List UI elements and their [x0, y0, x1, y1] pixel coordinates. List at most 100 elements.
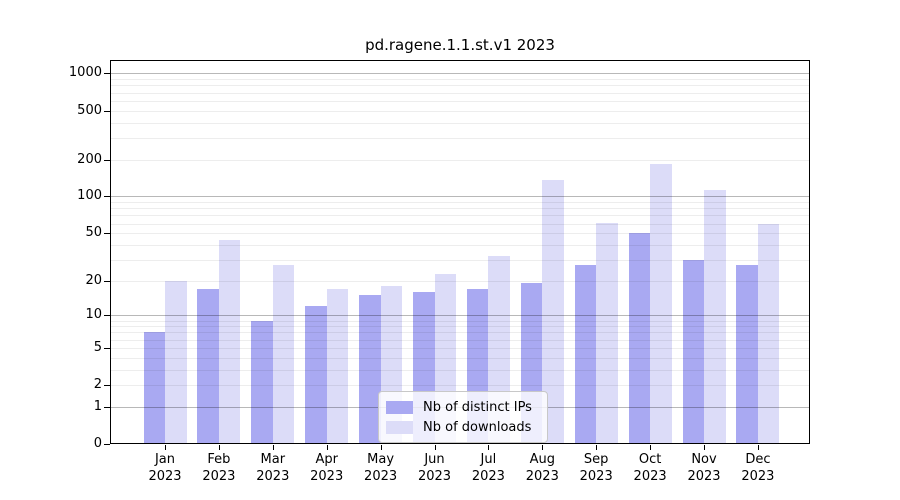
x-tick-year: 2023	[364, 469, 398, 484]
grid-minor-30	[110, 259, 810, 261]
y-tick-5	[104, 347, 110, 349]
grid-minor-40	[110, 244, 810, 246]
x-tick-4	[380, 445, 382, 450]
grid-minor-80	[110, 208, 810, 210]
y-tick-label-5: 5	[93, 339, 102, 355]
legend-swatch-distinct-ips	[386, 400, 413, 414]
legend-label-downloads: Nb of downloads	[423, 419, 532, 435]
x-tick-month: Mar	[260, 452, 286, 467]
x-tick-month: Nov	[691, 452, 717, 467]
x-tick-label-oct: Oct 2023	[619, 451, 681, 485]
y-tick-1	[104, 406, 110, 408]
grid-major-100	[110, 196, 810, 198]
bar-ips-oct-2023	[628, 233, 651, 444]
x-tick-11	[757, 445, 759, 450]
x-tick-year: 2023	[148, 469, 182, 484]
grid-minor-700	[110, 92, 810, 94]
x-tick-month: Dec	[745, 452, 771, 467]
bar-ips-nov-2023	[682, 259, 704, 444]
x-tick-year: 2023	[579, 469, 613, 484]
y-tick-1000	[104, 73, 110, 75]
legend-label-distinct-ips: Nb of distinct IPs	[423, 399, 532, 415]
y-tick-label-1: 1	[93, 398, 102, 414]
bar-downloads-aug-2023	[542, 179, 564, 444]
grid-minor-7	[110, 332, 810, 334]
y-tick-label-50: 50	[85, 225, 102, 241]
x-tick-8	[596, 445, 598, 450]
x-tick-label-may: May 2023	[350, 451, 412, 485]
x-tick-1	[218, 445, 220, 450]
x-tick-9	[650, 445, 652, 450]
x-tick-year: 2023	[525, 469, 559, 484]
bar-ips-apr-2023	[305, 306, 327, 444]
x-tick-year: 2023	[417, 469, 452, 484]
bar-downloads-sep-2023	[596, 222, 618, 444]
x-tick-label-dec: Dec 2023	[727, 451, 789, 485]
grid-minor-60	[110, 223, 810, 225]
bar-downloads-dec-2023	[757, 223, 780, 444]
x-tick-0	[165, 445, 166, 450]
bar-downloads-mar-2023	[272, 265, 295, 444]
y-tick-200	[104, 159, 110, 161]
x-tick-label-sep: Sep 2023	[565, 451, 627, 485]
grid-minor-9	[110, 320, 810, 322]
legend-item-distinct-ips: Nb of distinct IPs	[386, 398, 539, 416]
x-tick-10	[704, 445, 705, 450]
y-tick-label-10: 10	[85, 307, 102, 323]
x-tick-year: 2023	[256, 469, 290, 484]
x-tick-year: 2023	[471, 469, 505, 484]
x-tick-year: 2023	[741, 469, 775, 484]
x-tick-year: 2023	[202, 469, 236, 484]
bar-ips-may-2023	[359, 295, 381, 444]
grid-minor-5	[110, 347, 810, 349]
x-tick-month: Aug	[529, 452, 555, 467]
legend: Nb of distinct IPs Nb of downloads	[378, 391, 548, 443]
grid-minor-50	[110, 233, 810, 235]
x-tick-label-aug: Aug 2023	[511, 451, 573, 485]
grid-minor-400	[110, 122, 810, 124]
y-tick-0	[104, 444, 110, 445]
y-tick-label-100: 100	[77, 188, 102, 204]
x-tick-label-mar: Mar 2023	[242, 451, 304, 485]
x-tick-2	[272, 445, 274, 450]
x-tick-year: 2023	[310, 469, 344, 484]
bar-ips-sep-2023	[574, 265, 597, 444]
y-tick-100	[104, 196, 110, 198]
grid-minor-4	[110, 357, 810, 359]
bar-ips-dec-2023	[736, 265, 758, 444]
y-tick-20	[104, 280, 110, 282]
chart-title: pd.ragene.1.1.st.v1 2023	[365, 36, 555, 54]
x-tick-label-jul: Jul 2023	[457, 451, 519, 485]
grid-minor-900	[110, 79, 810, 81]
y-tick-label-1000: 1000	[68, 65, 102, 81]
x-tick-year: 2023	[633, 469, 667, 484]
x-tick-month: Jul	[480, 452, 497, 467]
legend-item-downloads: Nb of downloads	[386, 418, 539, 436]
bar-ips-mar-2023	[251, 320, 273, 444]
bar-ips-feb-2023	[197, 288, 219, 444]
grid-minor-8	[110, 326, 810, 328]
x-tick-month: Feb	[207, 452, 231, 467]
y-tick-50	[104, 233, 110, 235]
x-tick-6	[488, 445, 490, 450]
x-tick-month: Jun	[424, 452, 445, 467]
y-tick-label-200: 200	[77, 151, 102, 167]
x-tick-label-feb: Feb 2023	[188, 451, 250, 485]
grid-major-1000	[110, 73, 810, 75]
grid-minor-500	[110, 110, 810, 112]
y-tick-500	[104, 110, 110, 112]
x-tick-label-jan: Jan 2023	[134, 451, 196, 485]
bar-downloads-nov-2023	[704, 189, 726, 444]
grid-minor-20	[110, 280, 810, 282]
x-tick-month: May	[367, 452, 395, 467]
bar-downloads-feb-2023	[218, 239, 241, 444]
y-tick-2	[104, 385, 110, 387]
x-tick-label-apr: Apr 2023	[296, 451, 358, 485]
y-tick-label-0: 0	[93, 436, 102, 451]
bar-downloads-oct-2023	[650, 164, 672, 444]
grid-minor-70	[110, 215, 810, 217]
y-tick-label-500: 500	[77, 102, 102, 118]
